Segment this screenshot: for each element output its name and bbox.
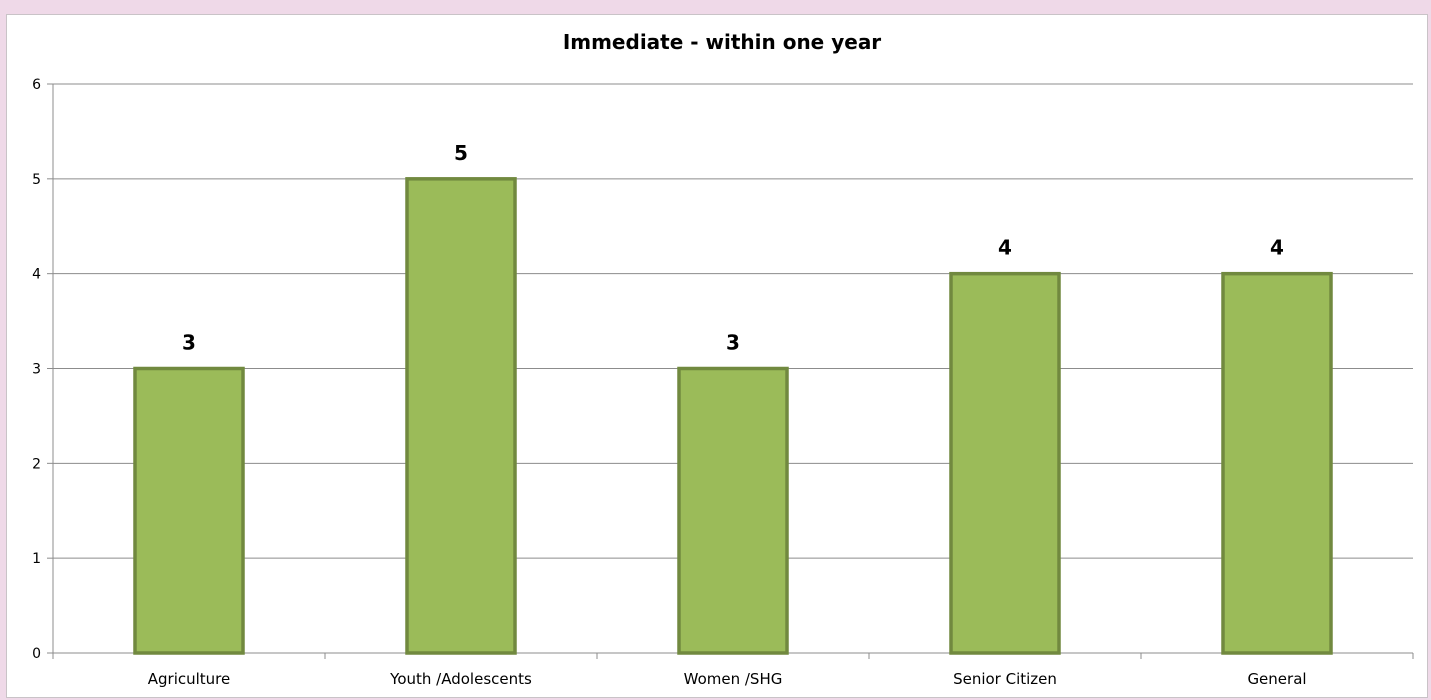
category-label: Agriculture bbox=[148, 670, 231, 688]
category-label: General bbox=[1247, 670, 1306, 688]
data-label: 4 bbox=[998, 236, 1012, 260]
chart-title: Immediate - within one year bbox=[563, 30, 881, 54]
bars bbox=[133, 177, 1333, 655]
y-tick-label: 5 bbox=[32, 172, 41, 188]
data-label: 4 bbox=[1270, 236, 1284, 260]
data-label: 3 bbox=[182, 331, 196, 355]
y-tick-label: 0 bbox=[32, 646, 41, 662]
gridlines bbox=[53, 83, 1413, 559]
data-label: 5 bbox=[454, 141, 468, 165]
category-label: Senior Citizen bbox=[953, 670, 1057, 688]
y-tick-label: 2 bbox=[32, 456, 41, 472]
y-tick-label: 3 bbox=[32, 362, 41, 378]
y-tick-label: 4 bbox=[32, 267, 41, 283]
labels: 0 1 2 3 4 5 6 3 Agriculture 5 Youth /Adolescents 3 W… bbox=[32, 77, 1306, 688]
data-label: 3 bbox=[726, 331, 740, 355]
y-tick-label: 6 bbox=[32, 77, 41, 93]
category-label: Youth /Adolescents bbox=[389, 670, 532, 688]
bar bbox=[677, 366, 789, 655]
bar bbox=[1221, 271, 1333, 655]
category-label: Women /SHG bbox=[684, 670, 783, 688]
bar bbox=[949, 271, 1061, 655]
bar bbox=[405, 177, 517, 655]
bar bbox=[133, 366, 245, 655]
y-tick-label: 1 bbox=[32, 551, 41, 567]
